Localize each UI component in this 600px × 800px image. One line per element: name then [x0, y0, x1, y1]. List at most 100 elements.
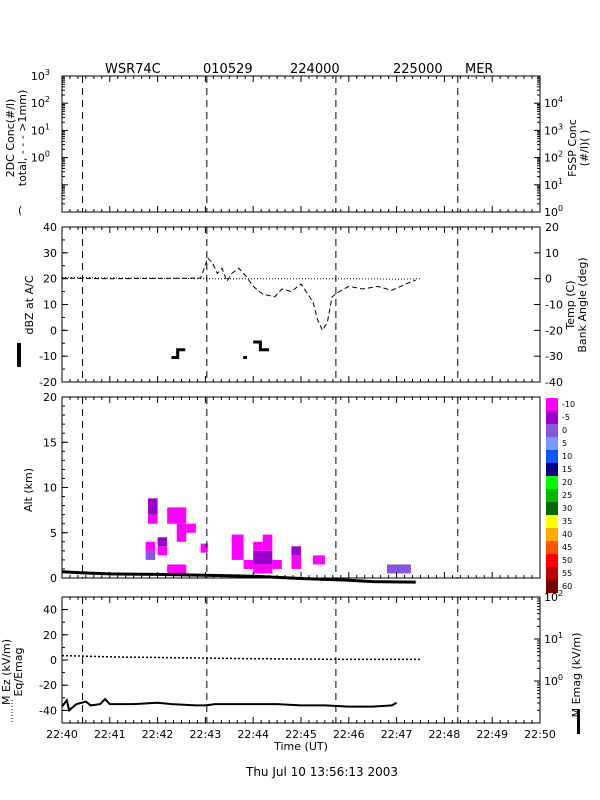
x-tick-label: 22:49 — [476, 728, 508, 741]
y-tick-label: 20 — [43, 629, 57, 642]
header: WSR74C 010529 224000 225000 MER — [105, 62, 493, 77]
y-tick-label: 40 — [43, 221, 57, 234]
colorbar-label: 60 — [562, 582, 572, 591]
y2-axis-label-secondary: (#/l)( ) — [578, 130, 591, 167]
title-start-time: 224000 — [290, 62, 340, 77]
colorbar-swatch — [546, 450, 558, 463]
plot-frame — [61, 75, 541, 213]
title-date: 010529 — [203, 62, 253, 77]
y2-axis-label: Temp (C) — [564, 280, 577, 330]
y-tick-label: 40 — [43, 604, 57, 617]
y-tick-label: 15 — [43, 436, 57, 449]
reflectivity-cell — [387, 564, 411, 574]
y-axis-label: Alt (km) — [22, 468, 35, 512]
y2-tick-label: 103 — [544, 122, 563, 137]
ez-trace — [61, 654, 421, 661]
colorbar-swatch — [546, 398, 558, 411]
emag-trace — [61, 697, 398, 713]
x-tick-label: 22:44 — [237, 728, 269, 741]
colorbar-label: 15 — [562, 465, 572, 474]
y2-tick-label: 104 — [544, 95, 563, 110]
panel-dbz: -20 -10 0 10 20 30 40 -40 -30 -20 -10 0 10 20 dBZ at A… — [17, 221, 589, 389]
dbz-trace — [253, 340, 269, 352]
y-tick-label: 0 — [50, 654, 57, 667]
colorbar-swatch — [546, 528, 558, 541]
reflectivity-cell — [253, 541, 263, 551]
bank-angle-trace — [61, 257, 416, 332]
y2-tick-label: -30 — [545, 350, 563, 363]
reflectivity-cell — [186, 523, 196, 533]
colorbar-swatch — [546, 437, 558, 450]
y-tick-label: 0 — [50, 324, 57, 337]
reflectivity-cell — [272, 559, 282, 569]
colorbar-label: 0 — [562, 426, 567, 435]
y2-tick-label: 102 — [544, 150, 563, 165]
y2-tick-label: 20 — [545, 221, 559, 234]
title-end-time: 225000 — [393, 62, 443, 77]
reflectivity-cell — [231, 534, 244, 560]
colorbar-label: 50 — [562, 556, 572, 565]
colorbar-label: 30 — [562, 504, 572, 513]
colorbar-swatch — [546, 489, 558, 502]
colorbar-label: 40 — [562, 530, 572, 539]
aircraft-altitude-trace — [61, 570, 416, 584]
x-tick-label: 22:50 — [524, 728, 556, 741]
colorbar-label: 55 — [562, 569, 572, 578]
colorbar-label: 45 — [562, 543, 572, 552]
y2-tick-label: -20 — [545, 324, 563, 337]
reflectivity-cell — [145, 541, 156, 551]
y2-tick-label: 102 — [544, 589, 563, 604]
y2-tick-label: 0 — [545, 273, 552, 286]
y2-axis-label: M Emag (kV/m) — [570, 633, 583, 718]
dbz-legend-swatch — [17, 343, 21, 367]
reflectivity-cell — [148, 498, 158, 515]
panel-efield: -40 -20 0 20 40 102 101 100 22:40 22:41 22:42 22:43… — [0, 589, 583, 753]
y-axis-label: 2DC Conc(#/l) — [4, 99, 17, 178]
y-tick-label: 5 — [50, 527, 57, 540]
y-tick-label: 100 — [31, 150, 50, 165]
colorbar-swatch — [546, 411, 558, 424]
y2-tick-label: -40 — [545, 376, 563, 389]
x-axis-label: Time (UT) — [273, 740, 328, 753]
x-tick-label: 22:47 — [381, 728, 413, 741]
colorbar-label: 10 — [562, 452, 572, 461]
reflectivity-cell — [157, 546, 168, 556]
reflectivity-cell — [262, 534, 273, 551]
colorbar-swatch — [546, 580, 558, 593]
y-tick-label: 20 — [43, 273, 57, 286]
y-tick-label: 0 — [50, 572, 57, 585]
y-tick-label: 103 — [31, 68, 50, 83]
colorbar-label: 25 — [562, 491, 572, 500]
title-radar: WSR74C — [105, 62, 161, 77]
reflectivity-cell — [167, 507, 187, 524]
colorbar-label: 5 — [562, 439, 567, 448]
colorbar-swatch — [546, 541, 558, 554]
y2-tick-label: -10 — [545, 299, 563, 312]
colorbar-label: 35 — [562, 517, 572, 526]
x-tick-label: 22:41 — [94, 728, 126, 741]
y-tick-label: -10 — [39, 350, 57, 363]
dbz-colorbar: -10 -5 0 5 10 15 20 25 30 35 40 45 50 55 60 — [546, 398, 575, 593]
y-tick-label: 20 — [43, 391, 57, 404]
colorbar-swatch — [546, 424, 558, 437]
colorbar-label: -5 — [562, 413, 570, 422]
emag-legend-swatch — [577, 710, 580, 734]
reflectivity-cell — [312, 555, 325, 565]
y-axis-label-paren: ( — [18, 204, 22, 217]
y-axis-label-secondary: Eq/Emag — [12, 647, 25, 696]
reflectivity-cell — [291, 555, 301, 569]
y2-tick-label: 101 — [544, 631, 563, 646]
y-axis-label: M Ez (kV/m) — [0, 639, 13, 705]
reflectivity-cell — [176, 523, 187, 542]
y2-tick-label: 100 — [544, 673, 563, 688]
reflectivity-cell — [148, 514, 158, 524]
colorbar-label: 20 — [562, 478, 572, 487]
reflectivity-cell — [200, 543, 208, 553]
reflectivity-cell — [253, 564, 273, 574]
x-tick-label: 22:43 — [190, 728, 222, 741]
reflectivity-cell — [291, 546, 301, 556]
colorbar-swatch — [546, 463, 558, 476]
colorbar-swatch — [546, 476, 558, 489]
colorbar-swatch — [546, 567, 558, 580]
